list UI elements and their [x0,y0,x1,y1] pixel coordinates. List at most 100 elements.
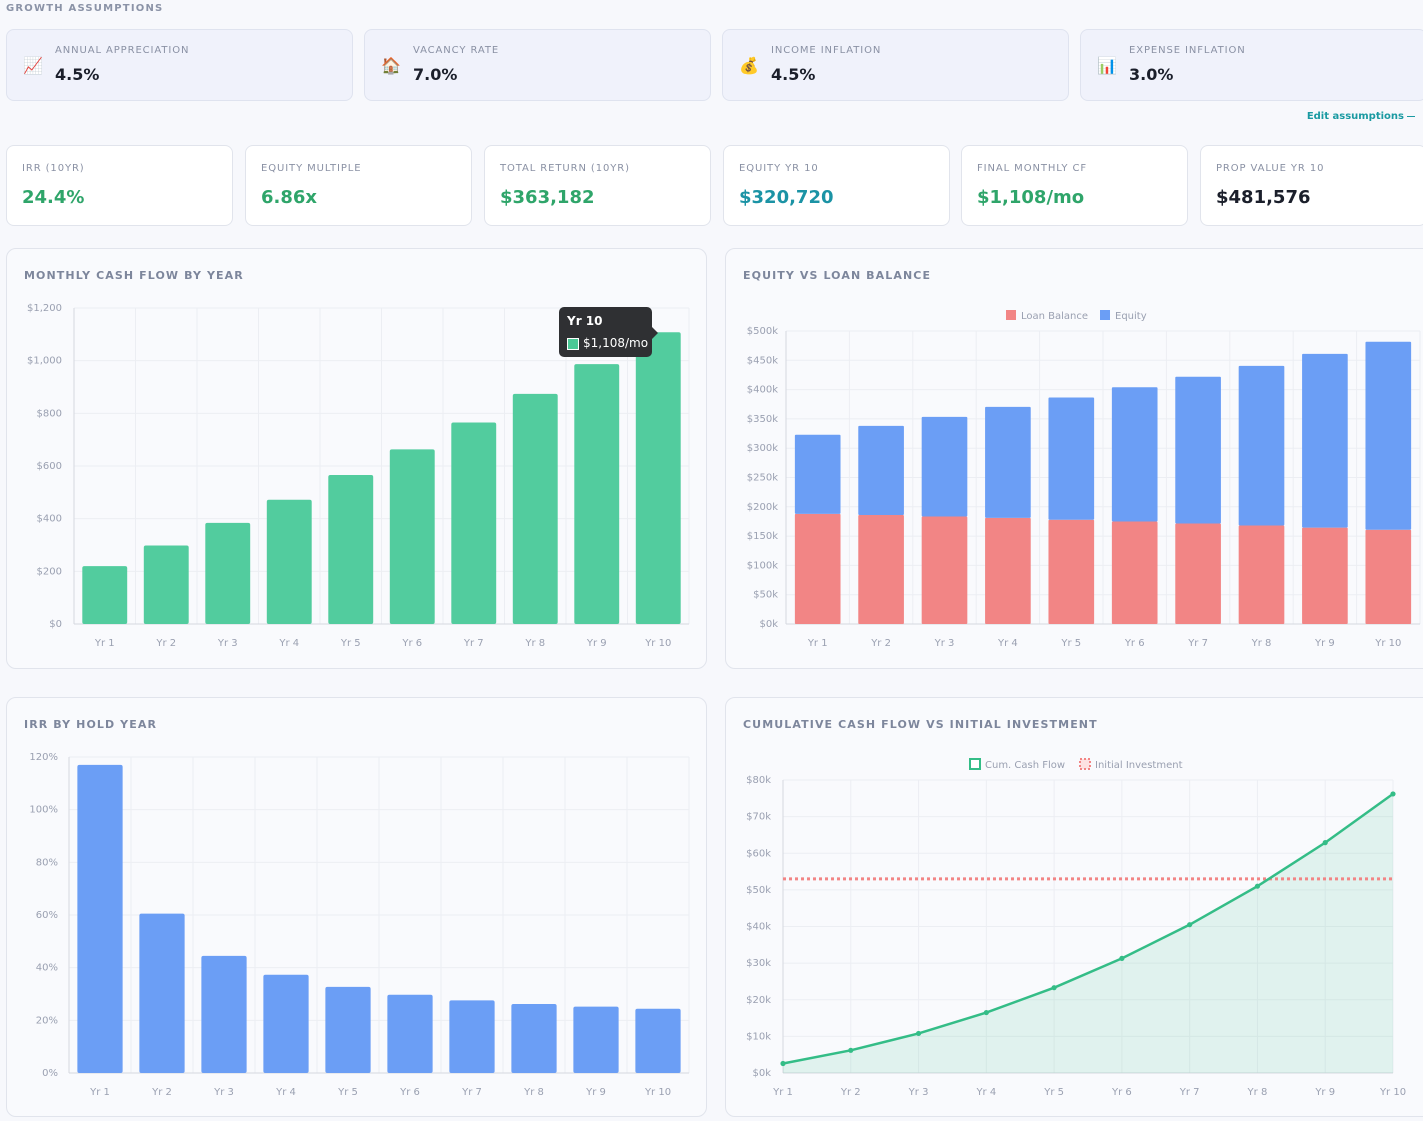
y-tick-label: $300k [747,443,778,454]
bar [574,364,620,624]
assumption-value: 3.0% [1129,65,1174,84]
x-tick-label: Yr 5 [1043,1087,1064,1098]
bar [143,545,189,624]
loan-bar [1048,519,1095,624]
x-tick-label: Yr 3 [934,638,955,649]
y-tick-label: $30k [746,958,771,969]
loan-bar [794,513,841,624]
bar [635,1008,681,1073]
x-tick-label: Yr 10 [644,1087,671,1098]
edit-assumptions-label: Edit assumptions [1306,111,1404,122]
x-tick-label: Yr 4 [997,638,1018,649]
irr-by-hold-year-chart[interactable]: 0% 20% 40% 60% 80% 100% 120% Yr 1 Yr 2 Yr 3 Yr 4 Yr… [7,698,707,1117]
loan-bar [1111,521,1158,624]
x-tick-label: Yr 5 [1060,638,1081,649]
bar [389,449,435,624]
cum-cash-flow-point [1187,922,1193,928]
y-tick-label: $400k [747,385,778,396]
metrics-row: IRR (10YR) 24.4% EQUITY MULTIPLE 6.86x T… [6,145,1423,227]
x-tick-label: Yr 7 [1187,638,1208,649]
monthly-cash-flow-panel: MONTHLY CASH FLOW BY YEAR $0 $200 $400 $600… [6,248,707,669]
metric-card-equity-yr10: EQUITY YR 10 $320,720 [723,145,950,226]
y-tick-label: $0k [759,619,778,630]
money-bag-icon: 💰 [739,56,759,75]
dash-icon [1407,115,1415,117]
x-tick-label: Yr 6 [1111,1087,1132,1098]
loan-bar [1238,525,1285,624]
metric-label: PROP VALUE YR 10 [1216,163,1325,174]
cumulative-cash-flow-chart[interactable]: $0k $10k $20k $30k $40k $50k $60k $70k $80k Yr 1 Y… [726,698,1423,1117]
x-tick-label: Yr 6 [399,1087,420,1098]
loan-bar [921,516,968,624]
assumption-value: 7.0% [413,65,458,84]
bar [387,994,433,1073]
tooltip-value: $1,108/mo [583,336,649,350]
cum-cash-flow-point [848,1047,854,1053]
y-tick-label: $800 [37,408,62,419]
x-tick-label: Yr 9 [586,638,607,649]
tooltip-swatch [567,338,579,350]
chart-increasing-icon: 📈 [23,56,43,75]
x-tick-label: Yr 9 [585,1087,606,1098]
tooltip-caret-icon [652,327,658,339]
equity-bar [921,416,968,517]
y-tick-label: $10k [746,1031,771,1042]
loan-bar [1175,523,1221,624]
house-icon: 🏠 [381,56,401,75]
x-tick-label: Yr 10 [1374,638,1401,649]
x-tick-label: Yr 1 [772,1087,793,1098]
monthly-cash-flow-chart[interactable]: $0 $200 $400 $600 $800 $1,000 $1,200 Yr 1 Yr 2 Yr… [7,249,707,669]
y-tick-label: 80% [36,857,58,868]
y-tick-label: $100k [747,560,778,571]
cum-cash-flow-point [1119,955,1125,961]
x-tick-label: Yr 7 [463,638,484,649]
equity-bar [1175,376,1221,524]
legend-label-loan: Loan Balance [1021,311,1088,322]
y-tick-label: $150k [747,531,778,542]
legend-swatch-cum-cash-flow [969,758,981,770]
legend-swatch-equity [1100,310,1110,320]
assumption-card-appreciation[interactable]: 📈 ANNUAL APPRECIATION 4.5% [6,29,353,101]
bar [201,955,247,1073]
bar [328,474,374,624]
equity-bar [1302,353,1348,528]
legend-swatch-loan [1006,310,1016,320]
bar [263,974,309,1073]
bar-chart-icon: 📊 [1097,56,1117,75]
y-tick-label: $1,200 [27,303,62,314]
metric-label: IRR (10YR) [22,163,85,174]
y-tick-label: 60% [36,910,58,921]
legend-label-initial-investment: Initial Investment [1095,760,1183,771]
metric-card-final-monthly-cf: FINAL MONTHLY CF $1,108/mo [961,145,1188,226]
assumption-card-expense-inflation[interactable]: 📊 EXPENSE INFLATION 3.0% [1080,29,1423,101]
x-tick-label: Yr 8 [524,638,545,649]
bar [266,499,312,624]
x-tick-label: Yr 1 [89,1087,110,1098]
metric-value: $1,108/mo [977,187,1085,208]
y-tick-label: $500k [747,326,778,337]
y-tick-label: $600 [37,461,62,472]
equity-vs-loan-chart[interactable]: $0k $50k $100k $150k $200k $250k $300k $350k $40… [726,249,1423,669]
bar [511,1004,557,1073]
x-tick-label: Yr 2 [870,638,891,649]
cum-cash-flow-point [1254,883,1261,889]
y-tick-label: $0k [752,1068,771,1079]
metric-label: EQUITY YR 10 [739,163,819,174]
equity-bar [1111,387,1158,522]
x-tick-label: Yr 2 [151,1087,172,1098]
metric-card-equity-multiple: EQUITY MULTIPLE 6.86x [245,145,472,226]
metric-value: $481,576 [1216,187,1311,208]
y-tick-label: $50k [746,885,771,896]
x-tick-label: Yr 3 [908,1087,929,1098]
section-label: GROWTH ASSUMPTIONS [6,3,164,14]
cum-cash-flow-point [1051,985,1057,991]
assumption-card-vacancy[interactable]: 🏠 VACANCY RATE 7.0% [364,29,711,101]
metric-card-prop-value: PROP VALUE YR 10 $481,576 [1200,145,1423,226]
assumption-card-income-inflation[interactable]: 💰 INCOME INFLATION 4.5% [722,29,1069,101]
assumption-label: VACANCY RATE [413,45,500,56]
edit-assumptions-link[interactable]: Edit assumptions [1307,111,1415,122]
x-tick-label: Yr 2 [840,1087,861,1098]
x-tick-label: Yr 4 [975,1087,996,1098]
bar [512,393,558,624]
loan-bar [985,517,1031,624]
